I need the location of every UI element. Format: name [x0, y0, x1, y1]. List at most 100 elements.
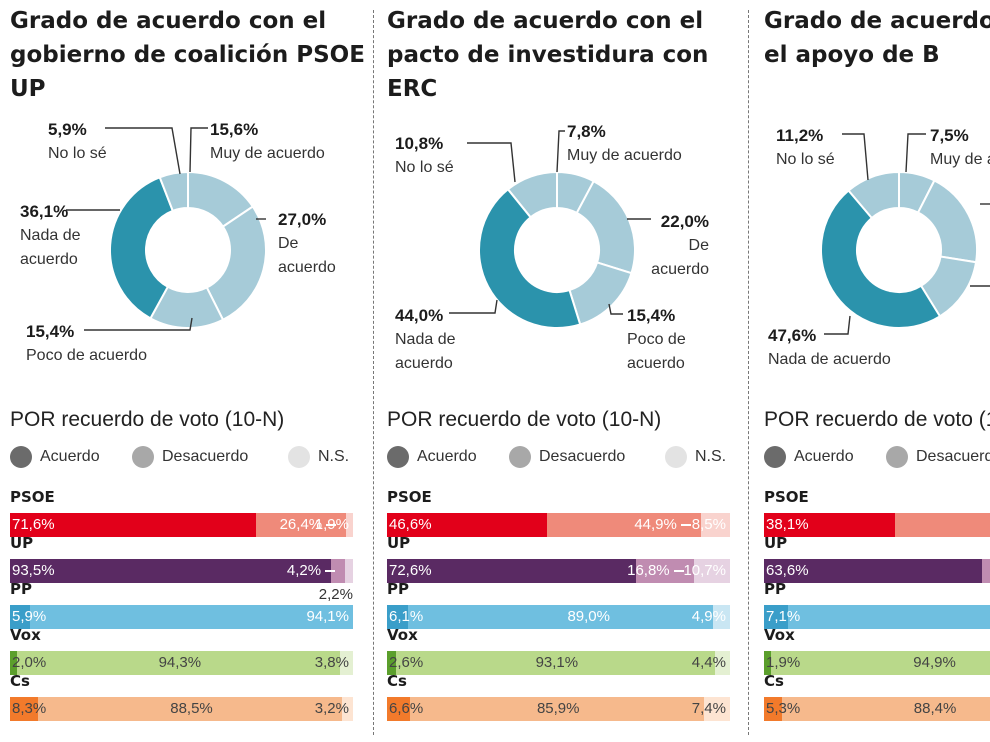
bar-segment-ns [693, 559, 731, 583]
legend-item-acuerdo: Acuerdo [764, 446, 854, 468]
bar-segment-desacuerdo [16, 651, 341, 675]
legend-item-desacuerdo: Desacuerdo [132, 446, 248, 468]
bar-segment-acuerdo [387, 559, 637, 583]
bar-value-ns: 1,9% [314, 516, 349, 533]
party-label: UP [10, 534, 34, 552]
chart-title: Grado de acuerdo con el pacto de investi… [387, 8, 709, 102]
bar-value-desacuerdo: 88,5% [170, 700, 213, 717]
bar-segment-acuerdo [764, 697, 783, 721]
legend-label: Desacuerdo [162, 448, 249, 465]
legend-swatch [10, 446, 32, 468]
label-poco-de-acuerdo: 15,4% Poco de acuerdo [627, 306, 686, 372]
stacked-bar-vox: 2,6% 93,1% 4,4% [387, 651, 731, 675]
bar-segment-ns [700, 513, 730, 537]
label-leader-tick [673, 570, 684, 572]
bar-segment-desacuerdo [546, 513, 701, 537]
bar-segment-desacuerdo [982, 559, 990, 583]
leader-lines [824, 133, 990, 335]
party-label: Vox [764, 626, 795, 644]
chart-title: Grado de acuerdo con el apoyo de B [764, 8, 990, 68]
bar-value-acuerdo: 63,6% [766, 562, 809, 579]
bar-value-acuerdo: 46,6% [389, 516, 432, 533]
party-label: PP [387, 580, 409, 598]
stacked-bar-up: 63,6%23,6% [764, 559, 990, 583]
donut-chart [478, 170, 636, 329]
bar-segment-acuerdo [10, 605, 31, 629]
label-de-acuerdo: 27,0% De acuerdo [278, 210, 336, 276]
section-subtitle: POR recuerdo de voto (10-N) [10, 408, 285, 431]
bar-value-ns: 4,9% [691, 608, 726, 625]
bar-segment-acuerdo [764, 605, 789, 629]
legend-item-desacuerdo: Desacuerdo [509, 446, 625, 468]
bar-segment-acuerdo [10, 697, 39, 721]
label-no-lo-se: 10,8% No lo sé [395, 134, 454, 176]
bar-value-acuerdo: 5,3% [766, 700, 801, 717]
stacked-bar-pp: 6,1% 89,0% 4,9% [387, 605, 730, 629]
legend-item-ns: N.S. [665, 446, 726, 468]
legend-label: Desacuerdo [539, 448, 626, 465]
bar-value-desacuerdo: 88,4% [913, 700, 957, 717]
donut-slice-nada-de-acuerdo [478, 187, 582, 329]
stacked-bar-psoe: 46,6% 44,9% 8,5% [387, 513, 730, 537]
donut-slice-nada-de-acuerdo [820, 189, 942, 329]
bar-segment-desacuerdo [788, 605, 990, 629]
party-label: PSOE [10, 488, 55, 506]
bar-value-acuerdo: 6,1% [389, 608, 424, 625]
stacked-bar-cs: 5,3% 88,4% [764, 697, 990, 721]
bar-segment-acuerdo [10, 559, 331, 583]
bar-segment-ns [342, 697, 353, 721]
bar-segment-acuerdo [387, 513, 547, 537]
bar-segment-acuerdo [387, 651, 396, 675]
stacked-bar-up: 93,5% 4,2% 2,2% [10, 559, 353, 603]
stacked-bar-psoe: 38,1%50,4% [764, 513, 990, 537]
bar-segment-desacuerdo [38, 697, 343, 721]
donut-slice-nada-de-acuerdo [109, 176, 175, 320]
bar-value-ns: 2,2% [318, 586, 353, 603]
bar-value-desacuerdo: 16,8% [627, 562, 670, 579]
bar-value-ns: 10,7% [683, 562, 726, 579]
label-no-lo-se: 5,9% No lo sé [48, 120, 107, 162]
bar-segment-ns [340, 651, 354, 675]
bar-value-acuerdo: 6,6% [389, 700, 424, 717]
section-subtitle: POR recuerdo de voto (10-N) [764, 408, 990, 431]
legend: Acuerdo Desacuerdo N.S. [10, 446, 355, 474]
bar-value-acuerdo: 5,9% [12, 608, 47, 625]
party-label: UP [764, 534, 788, 552]
party-label: PP [764, 580, 786, 598]
party-label: Cs [10, 672, 30, 690]
label-leader-tick [325, 570, 336, 572]
bar-segment-desacuerdo [395, 651, 716, 675]
bar-segment-ns [713, 605, 730, 629]
stacked-bar-cs: 8,3% 88,5% 3,2% [10, 697, 353, 721]
party-label: PSOE [387, 488, 432, 506]
legend-item-desacuerdo: Desacuerdo [886, 446, 990, 468]
chart-panel-bildu: Grado de acuerdo con el apoyo de B 11,2%… [764, 0, 990, 742]
bar-value-acuerdo: 1,9% [766, 654, 801, 671]
label-nada-de-acuerdo: 44,0% Nada de acuerdo [395, 306, 456, 372]
bar-value-ns: 8,5% [691, 516, 726, 533]
donut-slice-no-lo-se [158, 170, 189, 213]
legend-swatch [509, 446, 531, 468]
section-subtitle: POR recuerdo de voto (10-N) [387, 408, 662, 431]
bar-segment-ns [345, 559, 353, 583]
party-label: Vox [387, 626, 418, 644]
bar-value-ns: 7,4% [691, 700, 726, 717]
label-leader-tick [680, 524, 691, 526]
legend-item-acuerdo: Acuerdo [387, 446, 477, 468]
bar-segment-desacuerdo [894, 513, 990, 537]
bar-value-desacuerdo: 94,9% [913, 654, 956, 671]
legend-label: Acuerdo [794, 448, 854, 465]
legend-swatch [288, 446, 310, 468]
bar-value-desacuerdo: 26,4% [279, 516, 323, 533]
label-poco-de-acuerdo: 15,4% Poco de acuerdo [26, 322, 147, 364]
bar-segment-ns [704, 697, 730, 721]
label-muy-de-acuerdo: 15,6% Muy de acuerdo [210, 120, 325, 162]
bar-value-acuerdo: 71,6% [12, 516, 55, 533]
legend-item-acuerdo: Acuerdo [10, 446, 100, 468]
bar-value-desacuerdo: 93,1% [535, 654, 579, 671]
donut-slice-no-lo-se [847, 170, 900, 220]
stacked-bar-pp: 7,1%90,3% [764, 605, 990, 629]
bar-segment-desacuerdo [407, 605, 714, 629]
legend-label: Desacuerdo [916, 448, 990, 465]
bar-segment-desacuerdo [782, 697, 990, 721]
